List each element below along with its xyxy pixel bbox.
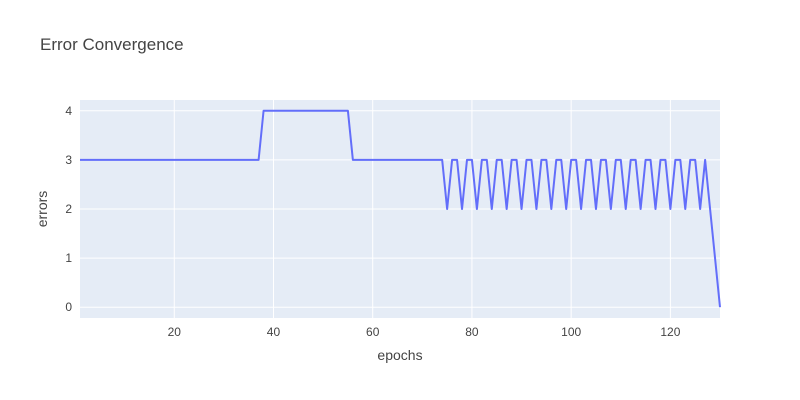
series-group bbox=[80, 109, 721, 308]
x-tick-label: 40 bbox=[267, 325, 281, 339]
y-tick-label: 2 bbox=[65, 202, 72, 216]
x-tick-labels: 20 40 60 80 100 120 bbox=[168, 325, 681, 339]
series-line bbox=[80, 109, 721, 308]
y-tick-labels: 0 1 2 3 4 bbox=[65, 104, 72, 314]
y-tick-label: 4 bbox=[65, 104, 72, 118]
x-axis-label: epochs bbox=[377, 347, 422, 363]
x-tick-label: 20 bbox=[168, 325, 182, 339]
x-tick-label: 120 bbox=[660, 325, 680, 339]
chart-title: Error Convergence bbox=[40, 35, 184, 54]
x-tick-label: 60 bbox=[366, 325, 380, 339]
y-tick-label: 0 bbox=[65, 300, 72, 314]
x-tick-label: 100 bbox=[561, 325, 581, 339]
x-tick-label: 80 bbox=[465, 325, 479, 339]
y-axis-label: errors bbox=[34, 191, 50, 228]
y-tick-label: 1 bbox=[65, 251, 72, 265]
y-tick-label: 3 bbox=[65, 153, 72, 167]
